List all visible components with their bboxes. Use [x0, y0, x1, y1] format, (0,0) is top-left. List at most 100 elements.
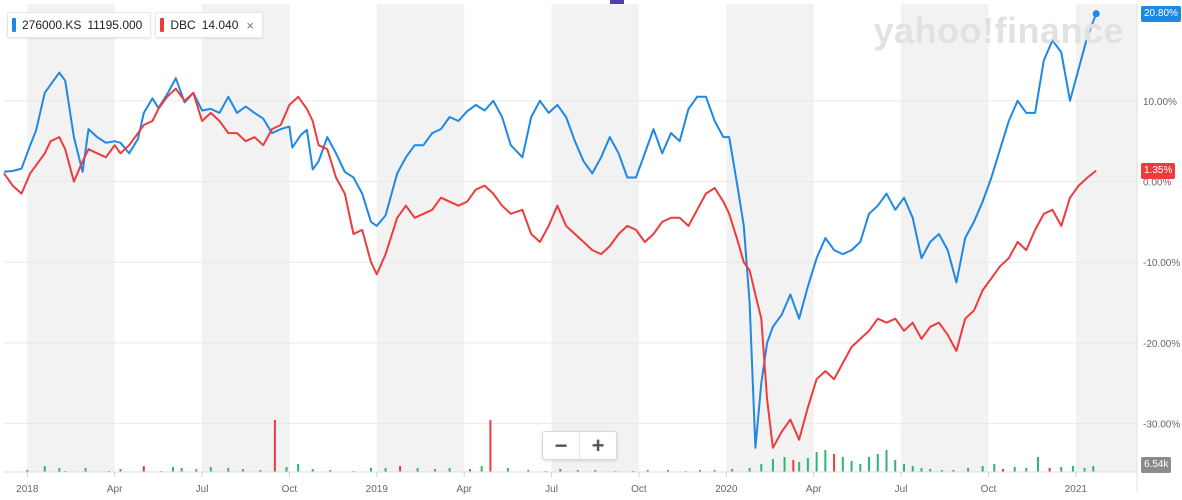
- volume-bar: [285, 467, 288, 472]
- legend-value: 11195.000: [87, 18, 143, 32]
- volume-bar: [713, 470, 716, 472]
- zoom-out-button[interactable]: −: [554, 432, 568, 458]
- volume-last-value-badge: 6.54k: [1141, 457, 1172, 473]
- volume-bar: [1048, 468, 1051, 472]
- volume-bar: [241, 469, 244, 472]
- x-tick-label: 2020: [715, 484, 738, 495]
- volume-bar: [967, 468, 970, 472]
- series-lines: [3, 10, 1100, 449]
- x-tick-label: Jul: [895, 484, 908, 495]
- volume-bar: [911, 466, 914, 472]
- y-tick-label: -10.00%: [1143, 258, 1180, 269]
- legend-item-dbc[interactable]: DBC 14.040 ×: [155, 12, 263, 38]
- x-tick-label: Jul: [196, 484, 209, 495]
- quarter-band: [901, 4, 989, 472]
- volume-bar: [815, 452, 818, 472]
- x-tick-label: 2019: [366, 484, 389, 495]
- month-bands: [27, 4, 1137, 472]
- volume-bar: [894, 460, 897, 472]
- x-tick-label: Oct: [282, 484, 298, 495]
- volume-bar: [369, 468, 372, 472]
- volume-bar: [559, 469, 562, 472]
- volume-bar: [1036, 457, 1039, 472]
- volume-bar: [43, 466, 46, 472]
- volume-bar: [58, 468, 61, 472]
- volume-bar: [841, 457, 844, 472]
- volume-bar: [731, 469, 734, 472]
- series-color-swatch: [160, 18, 165, 32]
- volume-bar: [448, 468, 451, 472]
- remove-comparison-close-icon[interactable]: ×: [246, 17, 254, 33]
- series-line-2[interactable]: [3, 87, 1097, 449]
- volume-bar: [824, 450, 827, 472]
- volume-bar: [416, 468, 419, 472]
- legend-symbol: 276000.KS: [22, 18, 82, 32]
- volume-bar: [1002, 469, 1005, 472]
- volume-bar: [792, 460, 795, 472]
- volume-bar: [469, 469, 472, 472]
- volume-bar: [646, 470, 649, 472]
- legend-value: 14.040: [201, 18, 239, 32]
- quarter-band: [726, 4, 814, 472]
- volume-bar: [981, 466, 984, 472]
- yahoo-finance-logo: yahoo!finance: [873, 10, 1124, 51]
- x-tick-label: 2021: [1065, 484, 1088, 495]
- volume-bar: [885, 450, 888, 472]
- volume-bar: [480, 466, 483, 472]
- volume-bar: [1083, 468, 1086, 472]
- volume-bar: [902, 464, 905, 472]
- volume-bar: [227, 468, 230, 472]
- y-tick-label: -20.00%: [1143, 339, 1180, 350]
- volume-bar: [527, 470, 530, 472]
- zoom-controls: − +: [542, 431, 617, 460]
- volume-bar: [26, 470, 29, 472]
- volume-bar: [434, 469, 437, 472]
- legend: 276000.KS 11195.000 DBC 14.040 ×: [7, 12, 263, 38]
- x-axis: 2018 Apr Jul Oct 2019 Apr Jul Oct 2020 Apr Jul Oct 2…: [4, 471, 1137, 495]
- volume-bar: [699, 470, 702, 472]
- series-line-1[interactable]: [3, 13, 1098, 449]
- y-tick-label: -30.00%: [1143, 420, 1180, 431]
- gridlines: [4, 4, 1138, 492]
- volume-bar: [594, 470, 597, 472]
- volume-bar: [868, 457, 871, 472]
- zoom-in-button[interactable]: +: [579, 432, 616, 459]
- volume-bar: [667, 470, 670, 472]
- y-tick-label: 0.00%: [1143, 178, 1171, 189]
- volume-bar: [929, 469, 932, 472]
- volume-bar: [798, 462, 801, 472]
- volume-bar: [1071, 466, 1074, 472]
- volume-bar: [576, 470, 579, 472]
- volume-bar: [273, 420, 276, 472]
- volume-bar: [399, 466, 402, 472]
- volume-bar: [329, 470, 332, 472]
- volume-bar: [1060, 467, 1063, 472]
- x-tick-label: Jul: [545, 484, 558, 495]
- volume-bar: [311, 469, 314, 472]
- quarter-band: [27, 4, 115, 472]
- legend-symbol: DBC: [170, 18, 196, 32]
- volume-bar: [1092, 466, 1095, 472]
- quarter-band: [202, 4, 290, 472]
- volume-bar: [806, 458, 809, 472]
- x-tick-label: Apr: [456, 484, 472, 495]
- volume-bar: [952, 470, 955, 472]
- series1-endpoint: [1092, 10, 1100, 18]
- volume-bar: [876, 454, 879, 472]
- volume-bar: [84, 468, 87, 472]
- x-tick-label: Oct: [981, 484, 997, 495]
- volume-bar: [833, 454, 836, 472]
- x-tick-label: Apr: [806, 484, 822, 495]
- x-tick-label: 2018: [16, 484, 39, 495]
- volume-bar: [142, 466, 145, 472]
- series1-last-value-badge: 20.80%: [1141, 5, 1181, 22]
- quarter-band: [551, 4, 639, 472]
- volume-bar: [771, 459, 774, 472]
- series-color-swatch: [12, 18, 16, 32]
- volume-bar: [506, 468, 509, 472]
- volume-bar: [748, 468, 751, 472]
- volume-bar: [119, 469, 122, 472]
- legend-item-276000-ks[interactable]: 276000.KS 11195.000: [7, 12, 152, 38]
- volume-bar: [384, 468, 387, 472]
